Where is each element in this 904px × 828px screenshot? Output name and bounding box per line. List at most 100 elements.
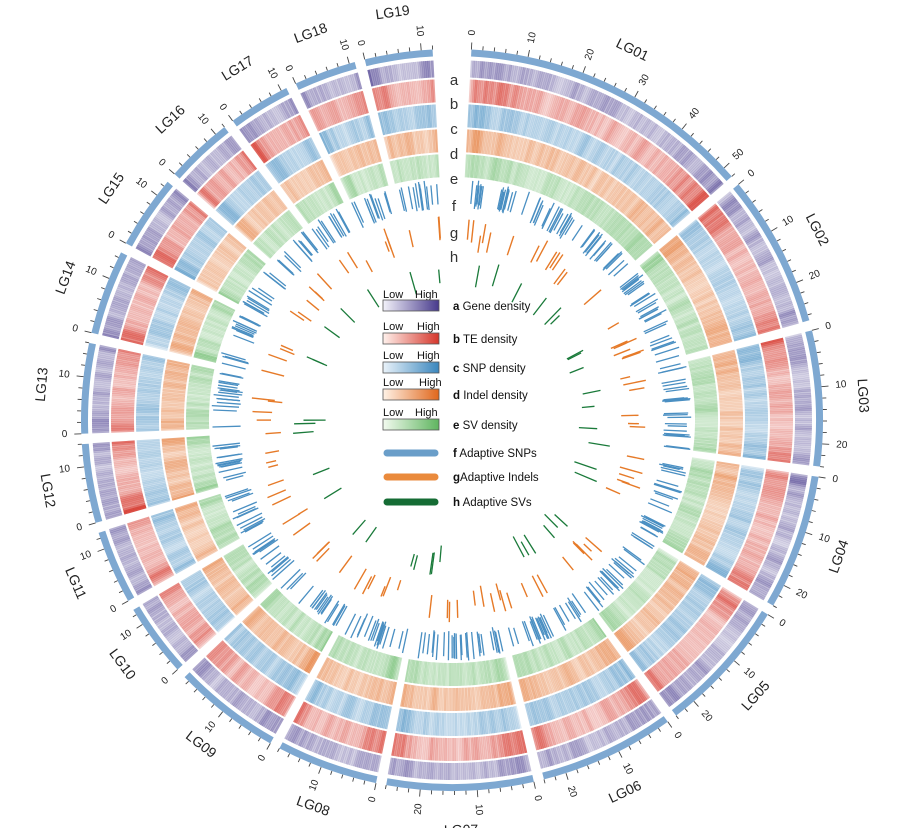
indel-density-bin <box>696 299 718 311</box>
snp-density-bin <box>583 137 597 160</box>
snp-density-bin <box>556 124 567 147</box>
sv-density-bin <box>614 222 632 241</box>
gene-density-bin <box>634 114 646 131</box>
gene-density-bin <box>666 138 679 154</box>
snp-density-bin <box>716 283 738 295</box>
indel-density-bin <box>499 133 506 157</box>
sv-density-bin <box>625 233 643 251</box>
snp-density-bin <box>579 135 592 158</box>
gene-density-bin <box>587 89 597 106</box>
te-density-bin <box>659 161 677 181</box>
sv-density-bin <box>492 157 498 181</box>
te-density-bin <box>683 186 702 204</box>
gene-density-bin <box>757 255 774 266</box>
indel-density-bin <box>602 179 618 200</box>
indel-density-bin <box>473 129 477 153</box>
snp-density-bin <box>724 303 747 315</box>
snp-density-bin <box>709 269 731 283</box>
gene-density-bin <box>520 67 526 85</box>
snp-density-bin <box>517 112 526 135</box>
snp-density-bin <box>600 147 615 169</box>
indel-density-bin <box>641 213 659 232</box>
sv-density-bin <box>628 236 646 254</box>
indel-density-bin <box>512 136 520 160</box>
snp-density-bin <box>576 134 589 156</box>
snp-density-bin <box>636 174 653 194</box>
te-density-bin <box>613 126 627 148</box>
snp-density-bin <box>516 111 524 135</box>
te-density-bin <box>642 146 658 167</box>
sv-density-bin <box>624 232 642 250</box>
te-density-bin <box>472 79 476 103</box>
gene-density-bin <box>687 158 701 172</box>
gene-density-bin <box>774 298 792 307</box>
indel-density-bin <box>708 337 732 346</box>
snp-density-bin <box>624 164 640 185</box>
indel-density-bin <box>690 286 712 299</box>
te-density-bin <box>756 322 780 332</box>
gene-density-bin <box>554 76 562 94</box>
indel-density-bin <box>516 137 524 161</box>
indel-density-bin <box>705 325 728 335</box>
snp-density-bin <box>502 108 509 132</box>
gene-density-bin <box>700 171 715 186</box>
indel-density-bin <box>495 132 501 156</box>
te-density-bin <box>670 171 688 191</box>
te-density-bin <box>620 131 635 152</box>
indel-density-bin <box>605 181 620 202</box>
sv-density-bin <box>468 154 472 178</box>
indel-density-bin <box>703 319 726 329</box>
snp-density-track-lg01 <box>467 104 691 228</box>
sv-density-bin <box>559 181 571 203</box>
sv-density-bin <box>571 188 585 210</box>
gene-density-bin <box>611 101 622 118</box>
te-density-bin <box>497 82 504 106</box>
gene-density-bin <box>664 137 678 153</box>
te-density-bin <box>672 174 691 193</box>
sv-density-bin <box>514 162 522 186</box>
gene-density-bin <box>688 159 703 174</box>
gene-density-bin <box>704 176 719 190</box>
gene-density-bin <box>640 119 652 135</box>
indel-density-bin <box>520 138 529 162</box>
te-density-bin <box>717 231 738 247</box>
te-density-bin <box>653 155 670 176</box>
te-density-bin <box>535 90 544 114</box>
snp-density-bin <box>686 230 706 246</box>
sv-density-bin <box>623 231 641 249</box>
sv-density-bin <box>464 154 468 178</box>
te-density-bin <box>525 88 533 112</box>
indel-density-bin <box>701 314 724 325</box>
sv-density-bin <box>494 158 501 182</box>
gene-density-bin <box>677 148 691 164</box>
snp-density-bin <box>683 225 703 242</box>
te-density-bin <box>568 102 579 125</box>
sv-density-bin <box>673 310 695 322</box>
gene-density-bin <box>752 246 769 257</box>
indel-density-bin <box>607 183 623 203</box>
te-density-bin <box>511 85 519 109</box>
te-density-bin <box>741 279 764 291</box>
indel-density-bin <box>548 148 559 171</box>
indel-density-bin <box>700 310 723 321</box>
indel-density-bin <box>576 162 589 184</box>
indel-density-bin <box>489 131 495 155</box>
gene-density-bin <box>503 64 509 82</box>
snp-density-bin <box>670 209 690 227</box>
snp-density-bin <box>620 161 636 182</box>
snp-density-bin <box>525 114 534 137</box>
gene-density-bin <box>758 258 775 269</box>
snp-density-bin <box>514 111 522 135</box>
gene-density-bin <box>561 78 570 96</box>
te-density-bin <box>530 89 539 113</box>
snp-density-bin <box>537 117 547 141</box>
snp-density-bin <box>589 141 603 163</box>
sv-density-bin <box>592 202 607 223</box>
gene-density-bin <box>518 66 524 84</box>
indel-density-bin <box>588 169 602 190</box>
indel-density-bin <box>471 129 476 153</box>
indel-density-bin <box>691 288 713 301</box>
gene-density-bin <box>559 78 568 96</box>
indel-density-bin <box>636 209 655 228</box>
indel-density-bin <box>500 133 507 157</box>
